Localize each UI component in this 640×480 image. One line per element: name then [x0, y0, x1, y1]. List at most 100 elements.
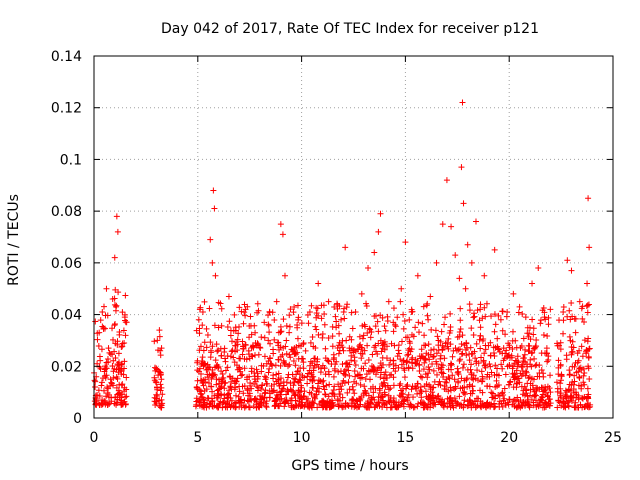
band-point — [341, 368, 348, 375]
band-point — [310, 384, 317, 391]
band-point — [422, 356, 429, 363]
band-point — [336, 386, 343, 393]
data-point — [319, 334, 326, 341]
band-point — [520, 335, 527, 342]
band-point — [429, 384, 436, 391]
band-point — [383, 400, 390, 407]
band-point — [270, 372, 277, 379]
band-point — [546, 385, 553, 392]
band-point — [569, 348, 576, 355]
band-point — [495, 312, 502, 319]
band-point — [396, 392, 403, 399]
band-point — [383, 343, 390, 350]
band-point — [315, 312, 322, 319]
band-point — [491, 400, 498, 407]
band-point — [586, 345, 593, 352]
band-point — [385, 392, 392, 399]
band-point — [298, 355, 305, 362]
band-point — [342, 403, 349, 410]
band-point — [414, 403, 421, 410]
band-point — [308, 302, 315, 309]
band-point — [291, 303, 298, 310]
band-point — [390, 374, 397, 381]
band-point — [506, 362, 513, 369]
band-point — [231, 400, 238, 407]
data-point — [277, 221, 284, 228]
band-point — [277, 323, 284, 330]
band-point — [511, 360, 518, 367]
band-point — [481, 350, 488, 357]
band-point — [348, 403, 355, 410]
band-point — [325, 368, 332, 375]
band-point — [433, 350, 440, 357]
data-point — [535, 265, 542, 272]
band-point — [267, 340, 274, 347]
band-point — [456, 329, 463, 336]
band-point — [204, 365, 211, 372]
band-point — [412, 324, 419, 331]
band-point — [374, 367, 381, 374]
band-point — [302, 347, 309, 354]
band-point — [257, 345, 264, 352]
band-point — [584, 302, 591, 309]
band-point — [224, 364, 231, 371]
band-point — [380, 341, 387, 348]
band-point — [466, 381, 473, 388]
band-point — [423, 381, 430, 388]
band-point — [366, 403, 373, 410]
band-point — [531, 391, 538, 398]
band-point — [430, 367, 437, 374]
data-point — [414, 272, 421, 279]
band-point — [531, 393, 538, 400]
band-point — [448, 361, 455, 368]
band-point — [580, 379, 587, 386]
band-point — [447, 384, 454, 391]
band-point — [502, 350, 509, 357]
band-point — [474, 307, 481, 314]
band-point — [422, 388, 429, 395]
band-point — [537, 398, 544, 405]
band-point — [520, 355, 527, 362]
band-point — [480, 357, 487, 364]
band-point — [315, 331, 322, 338]
band-point — [524, 380, 531, 387]
band-point — [115, 390, 122, 397]
band-point — [374, 402, 381, 409]
band-point — [566, 307, 573, 314]
band-point — [345, 402, 352, 409]
grid-lines — [94, 56, 613, 418]
band-point — [524, 363, 531, 370]
band-point — [239, 371, 246, 378]
band-point — [562, 391, 569, 398]
band-point — [584, 385, 591, 392]
data-point — [421, 332, 428, 339]
band-point — [278, 395, 285, 402]
band-point — [336, 330, 343, 337]
band-point — [313, 326, 320, 333]
band-point — [574, 404, 581, 411]
band-point — [466, 351, 473, 358]
band-point — [526, 342, 533, 349]
band-point — [447, 310, 454, 317]
band-point — [95, 342, 102, 349]
data-point — [346, 345, 353, 352]
band-point — [357, 401, 364, 408]
band-point — [394, 353, 401, 360]
band-point — [375, 399, 382, 406]
band-point — [111, 301, 118, 308]
data-point — [286, 329, 293, 336]
band-point — [290, 358, 297, 365]
y-tick-label: 0 — [73, 411, 82, 427]
data-point — [211, 205, 218, 212]
data-point — [352, 308, 359, 315]
band-point — [247, 382, 254, 389]
band-point — [278, 387, 285, 394]
band-point — [283, 337, 290, 344]
band-point — [408, 356, 415, 363]
band-point — [585, 365, 592, 372]
band-point — [261, 334, 268, 341]
band-point — [230, 327, 237, 334]
band-point — [377, 360, 384, 367]
band-point — [370, 368, 377, 375]
band-point — [313, 388, 320, 395]
